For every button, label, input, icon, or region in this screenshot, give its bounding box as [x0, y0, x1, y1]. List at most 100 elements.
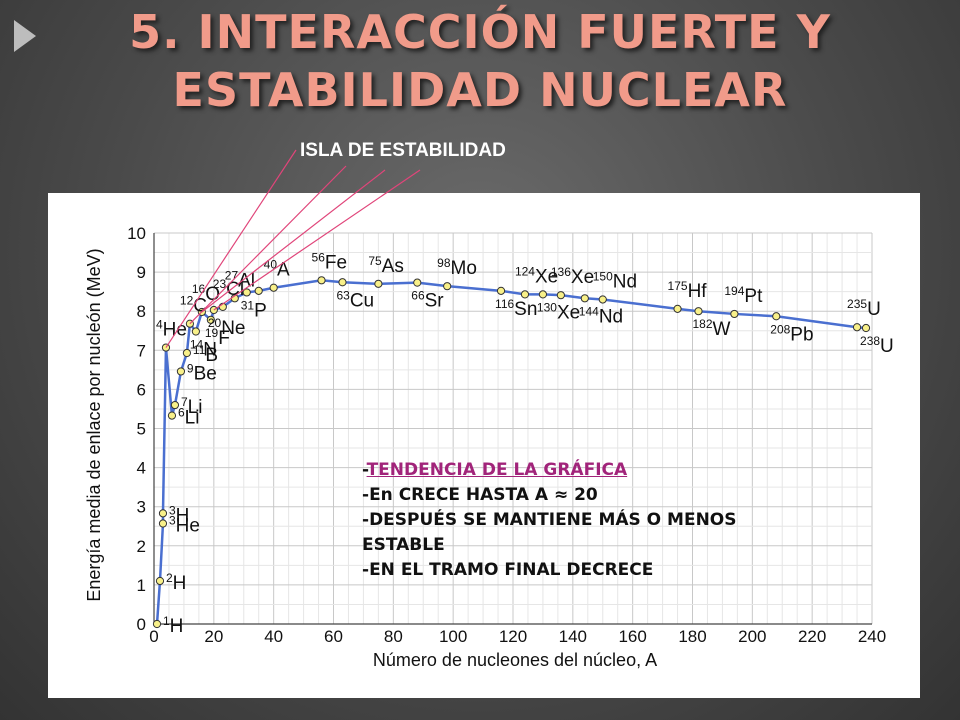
x-tick-label: 100: [439, 627, 467, 646]
point-labels: 1H2H3He3H4He6Li7Li9Be11B12C14N16O19F20Ne…: [156, 250, 894, 637]
mass-number: 116: [495, 297, 514, 311]
x-tick-label: 20: [204, 627, 223, 646]
point-label: 9Be: [187, 361, 217, 384]
data-point: [694, 307, 703, 316]
x-tick-label: 60: [324, 627, 343, 646]
y-tick-label: 2: [137, 537, 146, 556]
data-point: [176, 367, 186, 376]
point-label: 124Xe: [515, 264, 558, 287]
y-tick-label: 6: [137, 380, 146, 399]
x-tick-label: 160: [618, 627, 646, 646]
mass-number: 136: [551, 265, 571, 279]
data-point: [170, 400, 180, 410]
point-label: 144Nd: [579, 304, 623, 327]
data-point: [338, 278, 347, 287]
notes-line-2-text: DESPUÉS SE MANTIENE MÁS O MENOS ESTABLE: [362, 510, 737, 555]
data-point: [158, 519, 168, 528]
data-point: [730, 309, 739, 319]
point-label: 208Pb: [770, 322, 813, 345]
mass-number: 150: [593, 269, 613, 283]
x-tick-label: 140: [559, 627, 587, 646]
data-point: [443, 282, 452, 291]
point-label: 3He: [169, 514, 200, 537]
notes-dash: -: [362, 510, 370, 530]
y-tick-label: 5: [137, 420, 146, 439]
point-label: 98Mo: [437, 256, 477, 279]
point-label: 116Sn: [495, 297, 537, 320]
data-point: [317, 276, 326, 285]
mass-number: 194: [724, 284, 744, 298]
element-symbol: W: [713, 319, 731, 340]
data-point: [852, 323, 862, 332]
data-point: [269, 283, 278, 292]
point-label: 31P: [241, 298, 267, 321]
y-tick-label: 9: [137, 263, 146, 282]
point-label: 4He: [156, 318, 187, 341]
mass-number: 235: [847, 297, 867, 311]
x-tick-label: 180: [678, 627, 706, 646]
point-label: 235U: [847, 297, 881, 320]
notes-line-1: -En CRECE HASTA A ≈ 20: [362, 483, 822, 508]
mass-number: 11: [193, 343, 206, 357]
element-symbol: Pt: [744, 286, 763, 307]
mass-number: 63: [336, 288, 350, 302]
mass-number: 98: [437, 256, 451, 270]
element-symbol: Fe: [325, 252, 347, 273]
point-label: 20Ne: [208, 316, 246, 339]
point-label: 56Fe: [312, 250, 348, 273]
element-symbol: U: [867, 299, 881, 320]
data-point: [209, 305, 218, 315]
data-point: [254, 286, 263, 295]
point-label: 7Li: [181, 395, 202, 418]
element-symbol: F: [218, 328, 230, 349]
mass-number: 1: [163, 614, 170, 628]
mass-number: 27: [225, 268, 239, 282]
notes-header-line: -TENDENCIA DE LA GRÁFICA: [362, 458, 822, 483]
data-point: [374, 279, 383, 288]
island-arrows: [165, 149, 421, 348]
mass-number: 130: [537, 300, 557, 314]
point-label: 182W: [692, 317, 730, 340]
x-tick-label: 40: [264, 627, 283, 646]
notes-line-3: -EN EL TRAMO FINAL DECRECE: [362, 558, 822, 583]
notes-line-3-text: EN EL TRAMO FINAL DECRECE: [369, 560, 654, 580]
data-point: [673, 304, 682, 313]
mass-number: 4: [156, 318, 163, 332]
mass-number: 14: [190, 338, 204, 352]
chart-panel: [48, 193, 920, 698]
point-label: 6Li: [178, 406, 199, 429]
data-point: [580, 294, 589, 303]
island-arrow-line: [201, 169, 386, 313]
notes-line-2: -DESPUÉS SE MANTIENE MÁS O MENOS ESTABLE: [362, 508, 822, 558]
element-symbol: He: [176, 516, 200, 537]
x-tick-label: 220: [798, 627, 826, 646]
point-label: 63Cu: [336, 288, 374, 311]
element-symbol: Pb: [790, 324, 813, 345]
x-tick-label: 240: [858, 627, 886, 646]
mass-number: 40: [264, 258, 278, 272]
data-point: [520, 290, 530, 299]
data-point: [556, 291, 565, 300]
island-arrow-line: [165, 149, 297, 348]
mass-number: 16: [192, 282, 206, 296]
element-symbol: Nd: [599, 306, 623, 327]
point-label: 136Xe: [551, 265, 594, 288]
notes-dash: -: [362, 560, 370, 580]
element-symbol: As: [382, 256, 404, 277]
element-symbol: Xe: [535, 266, 558, 287]
point-label: 23Cl: [213, 277, 244, 300]
data-point: [206, 315, 215, 324]
notes-header: TENDENCIA DE LA GRÁFICA: [366, 460, 628, 480]
element-symbol: Sr: [425, 291, 445, 312]
point-label: 14N: [190, 338, 217, 361]
data-point: [158, 509, 168, 518]
y-tick-label: 10: [127, 224, 146, 243]
x-axis-label: Número de nucleones del núcleo, A: [373, 650, 657, 670]
element-symbol: H: [170, 616, 184, 637]
data-point: [152, 619, 162, 629]
mass-number: 3: [169, 514, 176, 528]
notes-line-1-text: En CRECE HASTA A ≈ 20: [369, 485, 598, 505]
point-label: 238U: [860, 334, 894, 357]
point-label: 66Sr: [411, 289, 444, 312]
